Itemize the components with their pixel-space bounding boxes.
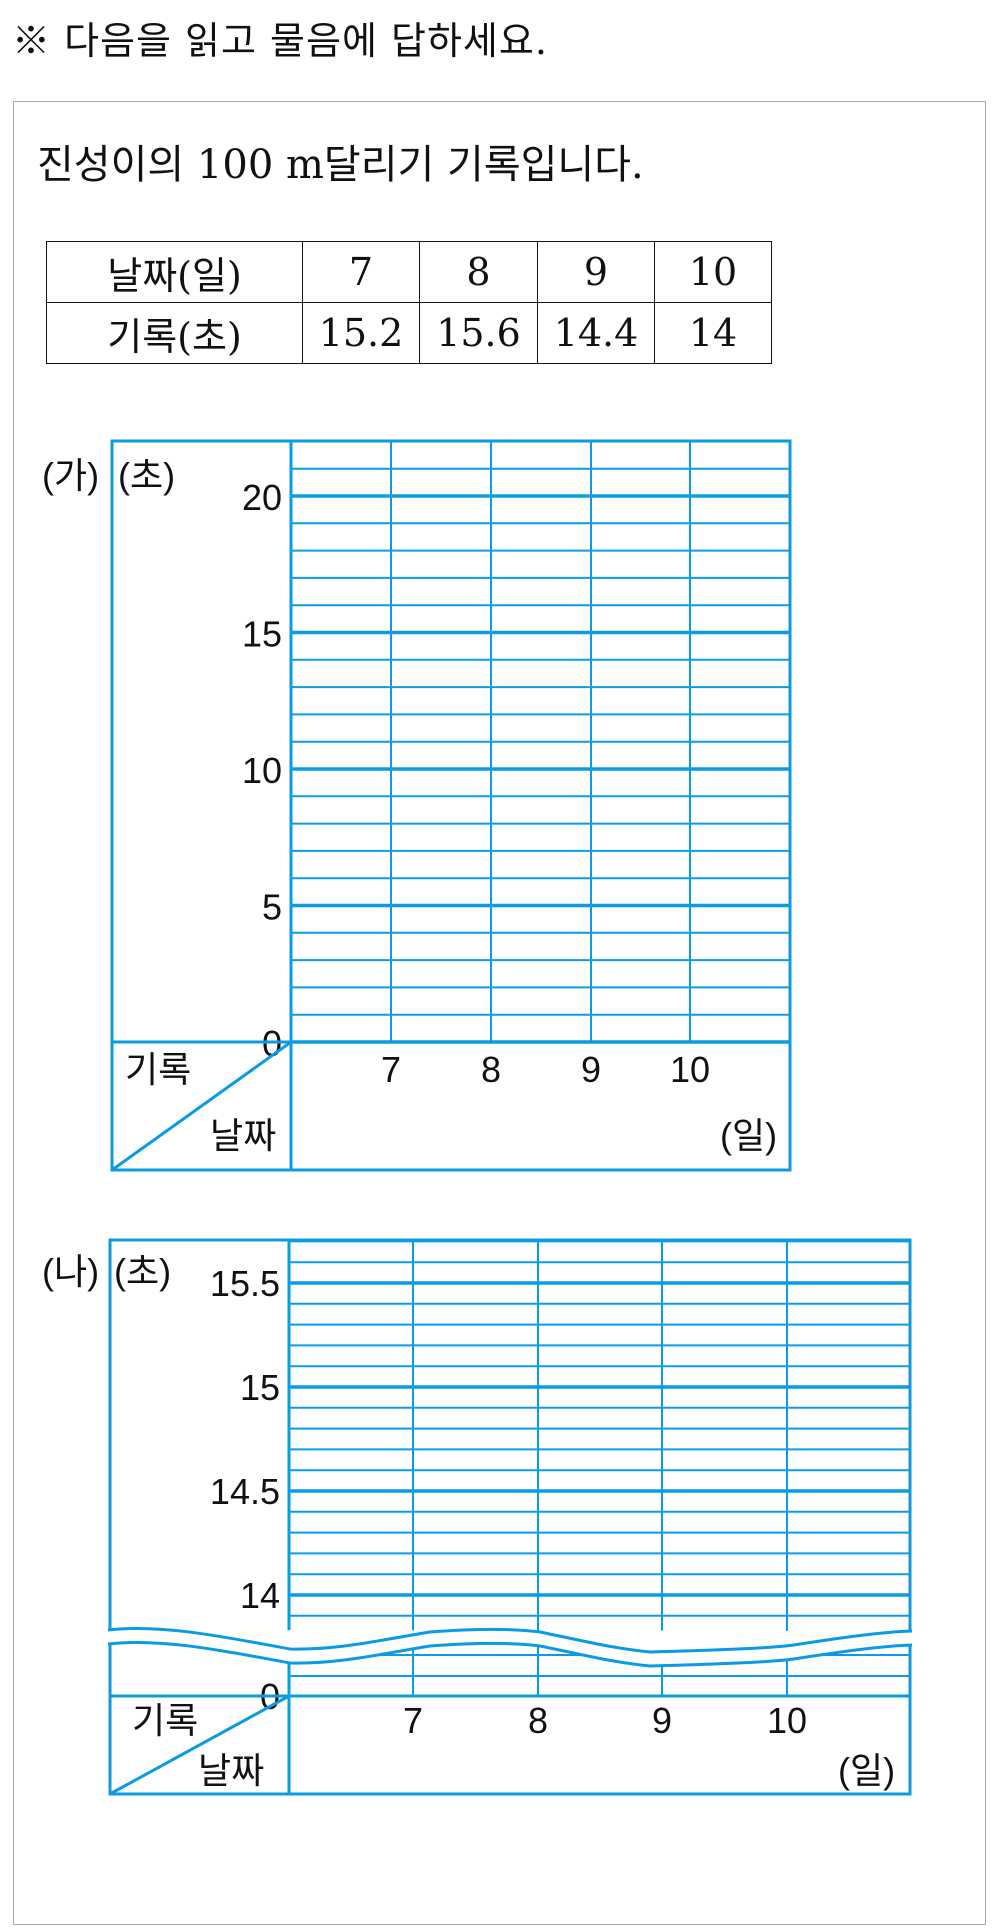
x-tick-label: 8 xyxy=(528,1700,548,1741)
x-tick-label: 8 xyxy=(481,1049,501,1090)
x-tick-label: 10 xyxy=(670,1049,710,1090)
x-tick-label: 9 xyxy=(652,1700,672,1741)
x-tick-label: 10 xyxy=(767,1700,807,1741)
x-tick-label: 9 xyxy=(581,1049,601,1090)
x-tick-label: 7 xyxy=(403,1700,423,1741)
corner-diagonal xyxy=(111,1040,292,1172)
table-cell: 15.6 xyxy=(419,302,538,364)
chart-b-xlabel: (일) xyxy=(838,1750,895,1791)
table-cell: 14.4 xyxy=(537,302,655,364)
chart-a-corner-top: 기록 xyxy=(125,1049,191,1090)
chart-b-label: (나) xyxy=(42,1251,99,1292)
problem-box xyxy=(13,101,986,1925)
table-cell: 10 xyxy=(654,241,772,303)
chart-a-label: (가) xyxy=(42,455,99,496)
axis-break-wave xyxy=(107,1640,913,1668)
chart-b-corner-top: 기록 xyxy=(132,1700,198,1741)
table-cell: 14 xyxy=(654,302,772,364)
chart-a-corner-bottom: 날짜 xyxy=(210,1115,276,1156)
row-header: 날짜(일) xyxy=(46,241,303,303)
chart-a-xlabel: (일) xyxy=(720,1115,777,1156)
problem-text: 진성이의 100 m달리기 기록입니다. xyxy=(37,142,644,188)
corner-diagonal xyxy=(109,1694,290,1796)
chart-a-ylabel: (초) xyxy=(118,455,175,496)
axis-break-wave xyxy=(107,1626,913,1654)
y-tick-label: 15.5 xyxy=(210,1263,280,1304)
y-tick-label: 10 xyxy=(242,750,282,791)
y-tick-label: 20 xyxy=(242,477,282,518)
chart-b-ylabel: (초) xyxy=(114,1251,171,1292)
chart-b-frame xyxy=(108,1238,912,1796)
y-tick-label: 15 xyxy=(240,1367,280,1408)
y-tick-label: 5 xyxy=(262,887,282,928)
table-cell: 15.2 xyxy=(302,302,420,364)
y-tick-label: 14.5 xyxy=(210,1471,280,1512)
row-header: 기록(초) xyxy=(46,302,303,364)
table-cell: 7 xyxy=(302,241,420,303)
instruction: ※ 다음을 읽고 물음에 답하세요. xyxy=(12,19,548,63)
x-tick-label: 7 xyxy=(381,1049,401,1090)
y-tick-label: 15 xyxy=(242,614,282,655)
table-row: 기록(초) 15.2 15.6 14.4 14 xyxy=(46,302,772,364)
record-table: 날짜(일) 7 8 9 10 기록(초) 15.2 15.6 14.4 14 xyxy=(46,241,772,364)
y-tick-label: 14 xyxy=(240,1575,280,1616)
axis-break-fill xyxy=(108,1630,912,1666)
chart-b-corner-bottom: 날짜 xyxy=(198,1750,264,1791)
